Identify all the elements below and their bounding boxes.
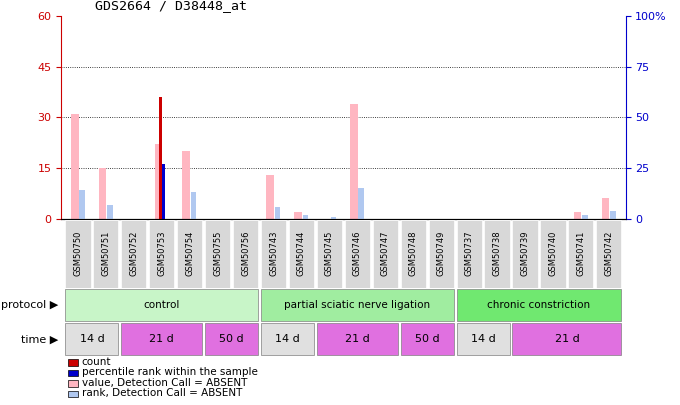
Bar bbox=[159, 97, 162, 219]
Text: rank, Detection Call = ABSENT: rank, Detection Call = ABSENT bbox=[82, 388, 242, 398]
Text: 14 d: 14 d bbox=[275, 334, 300, 344]
Bar bbox=[568, 220, 594, 288]
Bar bbox=[289, 220, 314, 288]
Text: GSM50754: GSM50754 bbox=[185, 230, 194, 276]
Text: GSM50746: GSM50746 bbox=[353, 230, 362, 276]
Bar bbox=[65, 323, 118, 355]
Text: GSM50748: GSM50748 bbox=[409, 230, 418, 276]
Text: partial sciatic nerve ligation: partial sciatic nerve ligation bbox=[284, 300, 430, 310]
Bar bbox=[303, 215, 308, 219]
Bar bbox=[456, 220, 481, 288]
Text: GSM50745: GSM50745 bbox=[325, 230, 334, 276]
Text: chronic constriction: chronic constriction bbox=[488, 300, 590, 310]
Text: 21 d: 21 d bbox=[150, 334, 174, 344]
Bar bbox=[177, 220, 203, 288]
Bar bbox=[541, 220, 566, 288]
Bar bbox=[121, 323, 202, 355]
Bar bbox=[373, 220, 398, 288]
Text: GSM50738: GSM50738 bbox=[492, 230, 502, 276]
Text: value, Detection Call = ABSENT: value, Detection Call = ABSENT bbox=[82, 378, 247, 388]
Bar bbox=[401, 220, 426, 288]
Bar bbox=[267, 175, 274, 219]
Bar bbox=[162, 164, 165, 219]
Bar bbox=[456, 323, 509, 355]
Bar bbox=[79, 190, 85, 219]
Text: GSM50753: GSM50753 bbox=[157, 230, 167, 276]
Bar bbox=[99, 168, 107, 219]
Text: GSM50755: GSM50755 bbox=[213, 230, 222, 276]
Text: 50 d: 50 d bbox=[220, 334, 244, 344]
Bar bbox=[205, 220, 231, 288]
Bar bbox=[65, 220, 90, 288]
Bar bbox=[275, 207, 280, 219]
Bar bbox=[121, 220, 146, 288]
Bar bbox=[350, 104, 358, 219]
Bar bbox=[456, 289, 622, 321]
Text: GSM50739: GSM50739 bbox=[520, 230, 530, 276]
Bar bbox=[602, 198, 609, 219]
Text: GSM50750: GSM50750 bbox=[73, 230, 82, 276]
Bar bbox=[261, 220, 286, 288]
Bar bbox=[358, 188, 364, 219]
Text: GSM50751: GSM50751 bbox=[101, 230, 110, 276]
Bar bbox=[513, 323, 622, 355]
Text: 14 d: 14 d bbox=[80, 334, 104, 344]
Bar bbox=[261, 289, 454, 321]
Text: protocol ▶: protocol ▶ bbox=[1, 300, 58, 310]
Text: GSM50740: GSM50740 bbox=[549, 230, 558, 276]
Text: control: control bbox=[143, 300, 180, 310]
Text: 14 d: 14 d bbox=[471, 334, 496, 344]
Bar bbox=[149, 220, 174, 288]
Text: 50 d: 50 d bbox=[415, 334, 439, 344]
Text: GSM50737: GSM50737 bbox=[464, 230, 474, 276]
Bar bbox=[345, 220, 370, 288]
Bar bbox=[484, 220, 509, 288]
Bar bbox=[317, 323, 398, 355]
Bar bbox=[294, 212, 302, 219]
Bar bbox=[428, 220, 454, 288]
Bar bbox=[317, 220, 342, 288]
Bar bbox=[610, 211, 615, 219]
Bar bbox=[574, 212, 581, 219]
Text: GSM50756: GSM50756 bbox=[241, 230, 250, 276]
Bar bbox=[233, 220, 258, 288]
Text: GSM50747: GSM50747 bbox=[381, 230, 390, 276]
Bar bbox=[71, 114, 78, 219]
Bar bbox=[205, 323, 258, 355]
Text: count: count bbox=[82, 357, 111, 367]
Bar bbox=[330, 217, 336, 219]
Bar bbox=[596, 220, 622, 288]
Bar bbox=[65, 289, 258, 321]
Text: percentile rank within the sample: percentile rank within the sample bbox=[82, 367, 258, 377]
Bar bbox=[93, 220, 118, 288]
Bar bbox=[107, 205, 113, 219]
Bar bbox=[191, 192, 197, 219]
Text: GSM50742: GSM50742 bbox=[605, 230, 613, 276]
Text: GSM50752: GSM50752 bbox=[129, 230, 138, 276]
Text: GSM50749: GSM50749 bbox=[437, 230, 445, 276]
Bar bbox=[401, 323, 454, 355]
Bar bbox=[261, 323, 314, 355]
Bar bbox=[513, 220, 538, 288]
Bar bbox=[154, 145, 163, 219]
Text: time ▶: time ▶ bbox=[20, 334, 58, 344]
Text: 21 d: 21 d bbox=[555, 334, 579, 344]
Bar bbox=[182, 151, 190, 219]
Text: GSM50744: GSM50744 bbox=[297, 230, 306, 276]
Bar bbox=[582, 215, 588, 219]
Text: 21 d: 21 d bbox=[345, 334, 370, 344]
Text: GDS2664 / D38448_at: GDS2664 / D38448_at bbox=[95, 0, 248, 12]
Text: GSM50741: GSM50741 bbox=[577, 230, 585, 276]
Text: GSM50743: GSM50743 bbox=[269, 230, 278, 276]
